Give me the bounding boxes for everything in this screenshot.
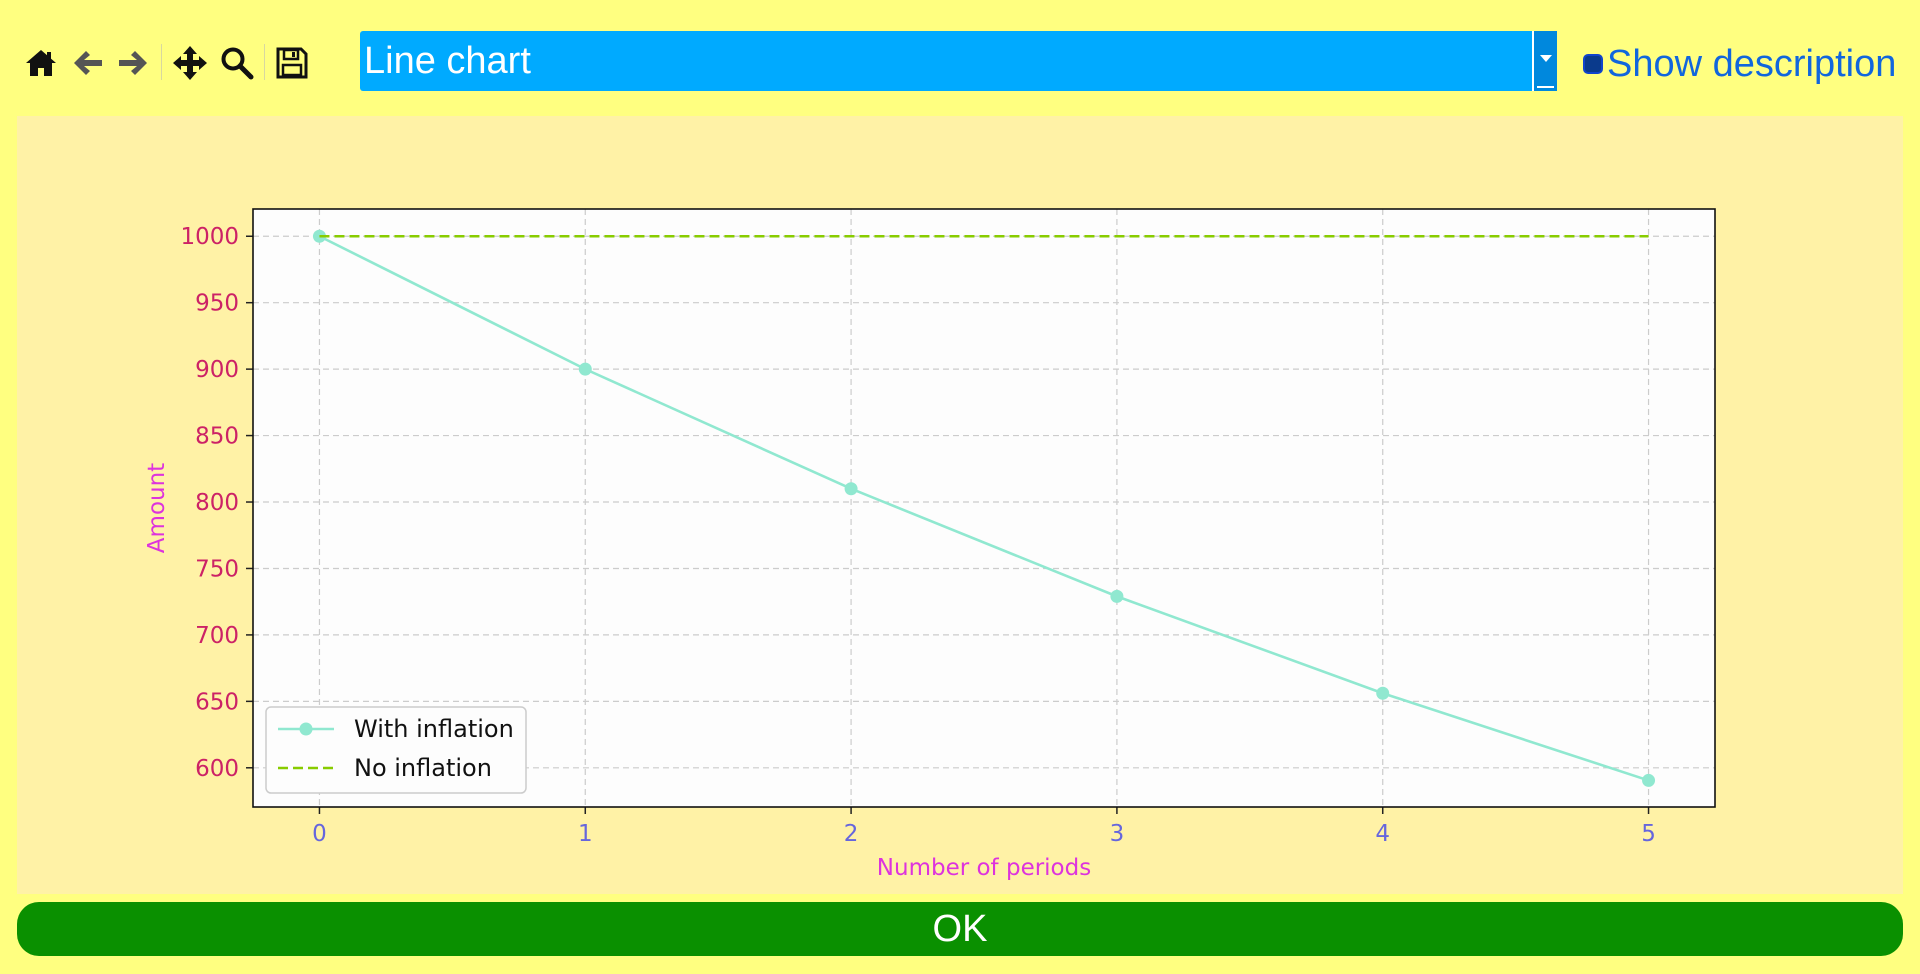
chart-panel: 600 650 700 750 800 850 900 950 1000 0 1 2 3 4 5 Number…	[17, 116, 1903, 894]
data-point	[1642, 773, 1656, 787]
y-tick-label: 950	[195, 291, 239, 317]
data-point	[578, 362, 592, 376]
show-description-label: Show description	[1607, 42, 1897, 85]
legend-label: No inflation	[354, 754, 492, 782]
show-description-checkbox[interactable]	[1583, 54, 1603, 74]
x-tick-label: 4	[1375, 821, 1390, 847]
ok-button-label: OK	[932, 907, 988, 950]
show-description-toggle[interactable]: Show description	[1583, 40, 1896, 88]
line-chart: 600 650 700 750 800 850 900 950 1000 0 1 2 3 4 5 Number…	[144, 208, 1716, 881]
data-point	[1110, 589, 1124, 603]
x-axis-label: Number of periods	[877, 855, 1091, 881]
toolbar: Line chart Show description	[0, 0, 1920, 116]
x-tick-label: 5	[1641, 821, 1656, 847]
x-tick-label: 2	[844, 821, 859, 847]
y-tick-label: 700	[195, 623, 239, 649]
back-arrow-icon[interactable]	[68, 42, 108, 84]
pan-move-icon[interactable]	[170, 42, 210, 84]
chart-type-select[interactable]: Line chart	[360, 31, 1557, 91]
y-tick-label: 750	[195, 556, 239, 582]
y-tick-label: 650	[195, 689, 239, 715]
y-tick-label: 600	[195, 756, 239, 782]
data-point	[844, 482, 858, 496]
y-axis-label: Amount	[144, 463, 170, 553]
chevron-down-icon[interactable]	[1532, 31, 1557, 91]
chart-type-select-value: Line chart	[364, 40, 531, 82]
x-tick-label: 3	[1110, 821, 1125, 847]
home-icon[interactable]	[21, 42, 61, 84]
forward-arrow-icon[interactable]	[113, 42, 153, 84]
save-floppy-icon[interactable]	[272, 42, 312, 84]
series-line-1	[318, 235, 1649, 782]
zoom-magnifier-icon[interactable]	[217, 42, 257, 84]
x-tick-label: 1	[578, 821, 593, 847]
legend-label: With inflation	[354, 715, 514, 743]
plot-frame	[252, 208, 1716, 808]
y-tick-label: 850	[195, 424, 239, 450]
y-tick-label: 1000	[180, 224, 239, 250]
x-tick-label: 0	[312, 821, 327, 847]
ok-button[interactable]: OK	[17, 902, 1903, 956]
y-tick-label: 900	[195, 357, 239, 383]
legend-marker	[299, 722, 313, 736]
y-tick-label: 800	[195, 490, 239, 516]
data-point	[1376, 686, 1390, 700]
